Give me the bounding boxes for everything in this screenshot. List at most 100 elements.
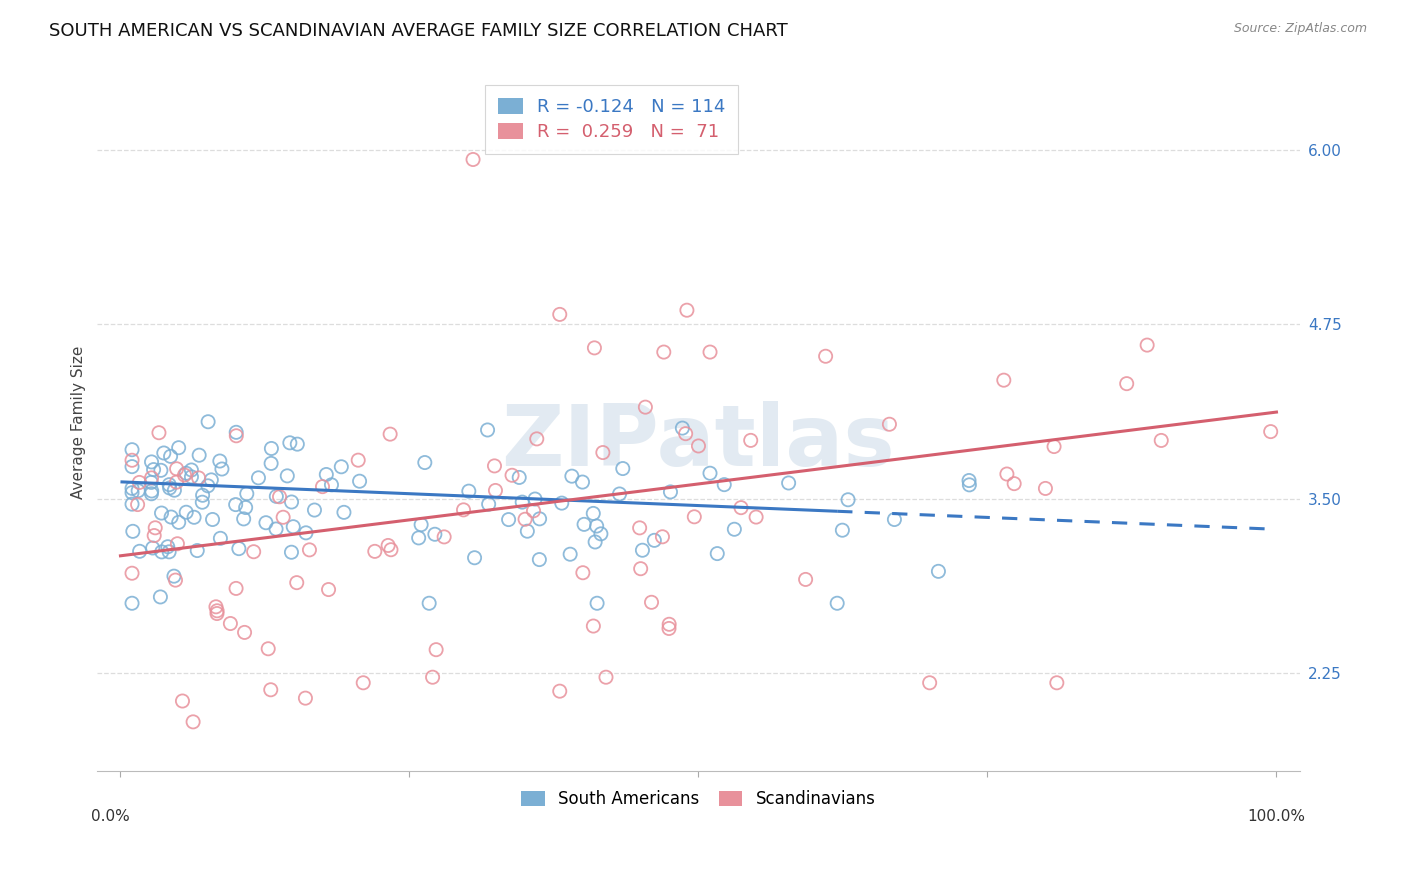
Point [166, 462, 188, 476]
Text: ZIPatlas: ZIPatlas [502, 401, 896, 484]
Point [745, 510, 768, 524]
Point [197, 415, 219, 429]
Point [377, 539, 399, 553]
Point [513, 512, 536, 526]
Point [583, 535, 606, 549]
Point [197, 479, 219, 493]
Point [157, 545, 180, 559]
Point [831, 523, 853, 537]
Point [247, 471, 270, 485]
Point [167, 516, 190, 530]
Point [156, 540, 179, 554]
Point [235, 500, 257, 515]
Point [188, 448, 211, 462]
Point [200, 473, 222, 487]
Point [315, 467, 337, 482]
Point [640, 595, 662, 609]
Point [659, 484, 682, 499]
Point [425, 642, 447, 657]
Point [814, 349, 837, 363]
Point [143, 521, 166, 535]
Point [285, 575, 308, 590]
Point [127, 498, 149, 512]
Point [219, 616, 242, 631]
Point [478, 497, 501, 511]
Point [561, 469, 583, 483]
Point [592, 445, 614, 459]
Point [551, 496, 574, 510]
Point [634, 400, 657, 414]
Point [526, 432, 548, 446]
Point [595, 670, 617, 684]
Point [699, 345, 721, 359]
Point [572, 566, 595, 580]
Point [280, 495, 302, 509]
Point [211, 462, 233, 476]
Point [128, 475, 150, 490]
Point [883, 512, 905, 526]
Point [330, 459, 353, 474]
Point [166, 475, 188, 490]
Point [560, 547, 582, 561]
Point [1035, 482, 1057, 496]
Point [1046, 675, 1069, 690]
Point [266, 489, 288, 503]
Point [285, 437, 308, 451]
Point [501, 468, 523, 483]
Point [349, 474, 371, 488]
Point [201, 512, 224, 526]
Point [457, 484, 479, 499]
Point [378, 427, 401, 442]
Point [167, 441, 190, 455]
Point [740, 434, 762, 448]
Point [364, 544, 387, 558]
Point [723, 522, 745, 536]
Point [688, 439, 710, 453]
Point [254, 516, 277, 530]
Point [121, 442, 143, 457]
Point [209, 531, 232, 545]
Point [630, 562, 652, 576]
Point [236, 487, 259, 501]
Point [225, 429, 247, 443]
Point [121, 485, 143, 500]
Point [957, 474, 980, 488]
Point [183, 510, 205, 524]
Point [141, 455, 163, 469]
Point [498, 512, 520, 526]
Point [658, 617, 681, 632]
Point [150, 506, 173, 520]
Point [516, 524, 538, 538]
Point [163, 569, 186, 583]
Point [157, 477, 180, 491]
Text: 0.0%: 0.0% [91, 809, 131, 824]
Point [522, 504, 544, 518]
Point [225, 582, 247, 596]
Y-axis label: Average Family Size: Average Family Size [72, 345, 86, 499]
Point [186, 543, 208, 558]
Point [228, 541, 250, 556]
Point [676, 303, 699, 318]
Point [572, 517, 595, 532]
Point [1150, 434, 1173, 448]
Point [166, 537, 188, 551]
Point [411, 517, 433, 532]
Point [652, 345, 675, 359]
Point [422, 670, 444, 684]
Point [1115, 376, 1137, 391]
Point [628, 521, 651, 535]
Point [121, 497, 143, 511]
Point [453, 503, 475, 517]
Point [149, 590, 172, 604]
Point [283, 519, 305, 533]
Point [269, 490, 291, 504]
Point [143, 528, 166, 542]
Point [418, 596, 440, 610]
Point [141, 475, 163, 490]
Point [205, 607, 228, 621]
Point [142, 541, 165, 555]
Point [461, 153, 484, 167]
Point [141, 483, 163, 498]
Point [205, 604, 228, 618]
Point [631, 543, 654, 558]
